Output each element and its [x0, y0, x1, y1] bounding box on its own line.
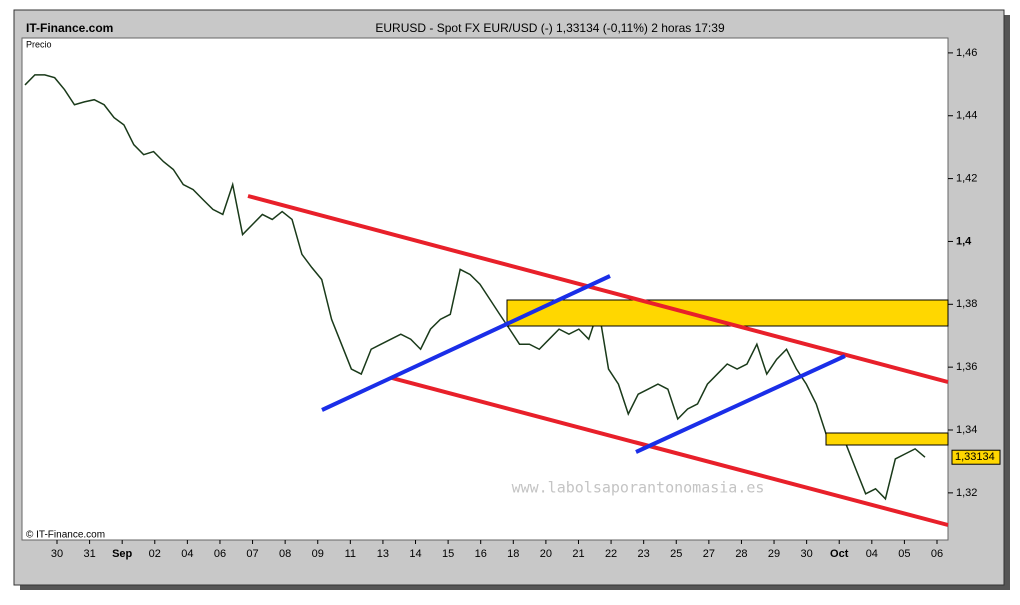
x-tick-label: 31	[83, 548, 95, 560]
last-price-box	[951, 449, 1001, 465]
x-tick-label: 14	[409, 548, 421, 560]
x-tick-label: 25	[670, 548, 682, 560]
support-zone	[825, 432, 949, 446]
x-tick-label: 30	[801, 548, 813, 560]
x-tick-label: 20	[540, 548, 552, 560]
x-tick-label: 11	[345, 548, 356, 560]
x-tick-label: 27	[703, 548, 715, 560]
x-tick-label: 07	[246, 548, 258, 560]
plot-area	[21, 37, 949, 541]
x-tick-label: 30	[51, 548, 63, 560]
x-tick-label: 06	[931, 548, 943, 560]
y-tick-label: 1,32	[956, 487, 977, 499]
x-tick-label: 18	[507, 548, 519, 560]
y-tick-label: 1,44	[956, 110, 977, 122]
y-tick-label: 1,42	[956, 172, 977, 184]
x-tick-label: 15	[442, 548, 454, 560]
x-tick-label: Sep	[112, 548, 132, 560]
y-tick-label: 1,38	[956, 298, 977, 310]
x-tick-label: 22	[605, 548, 617, 560]
x-tick-label: 23	[638, 548, 650, 560]
x-tick-label: 08	[279, 548, 291, 560]
x-tick-label: 16	[475, 548, 487, 560]
x-tick-label: 04	[866, 548, 878, 560]
x-tick-label: 29	[768, 548, 780, 560]
x-tick-label: 21	[572, 548, 584, 560]
y-label: Precio	[26, 39, 52, 49]
copyright: © IT-Finance.com	[26, 530, 105, 541]
x-tick-label: 06	[214, 548, 226, 560]
y-tick-label: 1,46	[956, 47, 977, 59]
x-tick-label: 13	[377, 548, 389, 560]
brand: IT-Finance.com	[26, 21, 113, 35]
x-tick-label: 02	[149, 548, 161, 560]
chart-title: EURUSD - Spot FX EUR/USD (-) 1,33134 (-0…	[375, 21, 725, 35]
x-tick-label: 28	[735, 548, 747, 560]
trend-channel-upper	[247, 194, 949, 384]
x-tick-label: Oct	[830, 548, 849, 560]
trend-line-blue	[321, 274, 611, 412]
watermark: www.labolsaporantonomasia.es	[512, 479, 765, 497]
x-tick-label: 05	[898, 548, 910, 560]
trend-line-blue	[635, 354, 846, 454]
price-line	[24, 74, 926, 501]
y-tick-label: 1,36	[956, 361, 977, 373]
x-tick-label: 04	[181, 548, 193, 560]
last-price-label: 1,33134	[955, 451, 995, 463]
y-tick-label: 1,34	[956, 424, 977, 436]
x-tick-label: 09	[312, 548, 324, 560]
y-tick-label: 1,4	[956, 235, 972, 247]
trend-channel-lower	[391, 376, 949, 527]
